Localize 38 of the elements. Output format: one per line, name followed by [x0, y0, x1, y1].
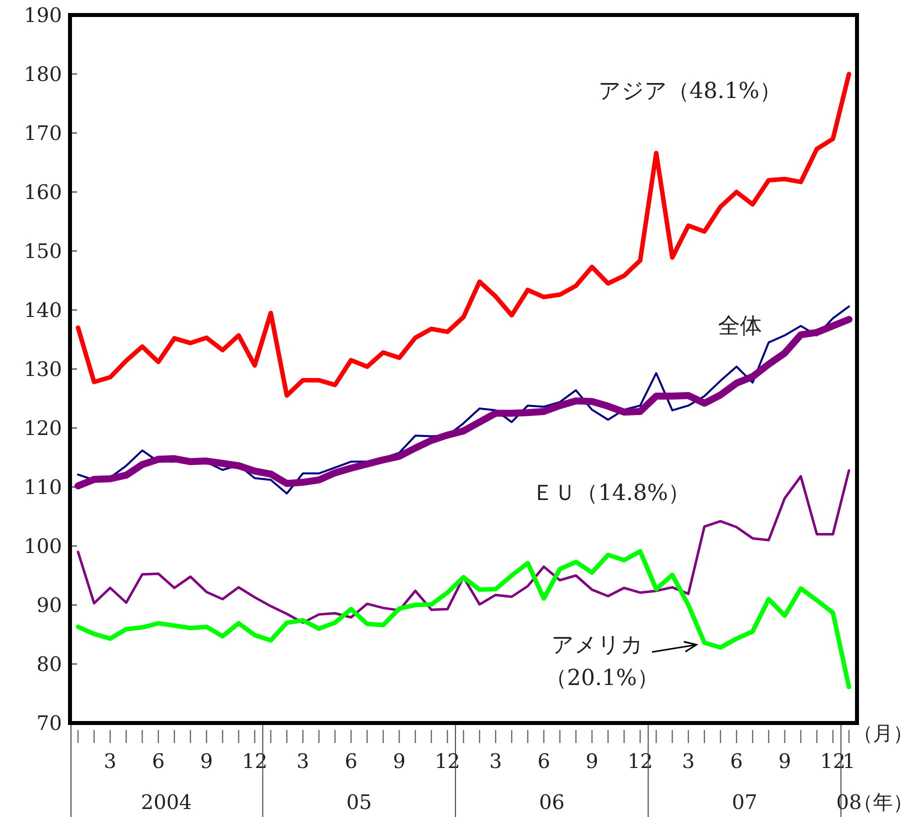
x-tick-label: 9 — [200, 749, 213, 773]
y-tick-label: 80 — [36, 652, 62, 676]
y-tick-label: 170 — [24, 121, 62, 145]
x-tick-label: 6 — [344, 749, 358, 773]
y-tick-label: 160 — [24, 180, 62, 204]
y-tick-label: 140 — [24, 298, 62, 322]
x-tick-label: 9 — [392, 749, 406, 773]
x-tick-label: 6 — [730, 749, 743, 773]
x-axis-title: （月） — [853, 721, 913, 745]
series-label: アメリカ（20.1%） — [545, 632, 659, 693]
x-tick-label: 6 — [152, 749, 165, 773]
text: アジア（48.1%） — [598, 79, 782, 104]
y-tick-label: 190 — [24, 3, 62, 27]
y-tick-label: 120 — [24, 416, 62, 440]
x-tick-label: 3 — [682, 749, 695, 773]
y-tick-label: 70 — [36, 711, 62, 735]
line-series — [76, 72, 852, 398]
y-tick-label: 90 — [36, 593, 62, 617]
x-tick-label: 3 — [104, 749, 117, 773]
x-tick-label: 9 — [778, 749, 792, 773]
text: 07 — [732, 790, 758, 814]
x-tick-label: 1 — [842, 749, 856, 773]
series-label: ＥＵ（14.8%） — [532, 481, 690, 506]
x-tick-label: 9 — [586, 749, 598, 773]
x-tick-label: 6 — [537, 749, 550, 773]
x-tick-label: 3 — [489, 749, 502, 773]
y-tick-label: 100 — [24, 534, 62, 558]
y-tick-label: 180 — [24, 62, 62, 86]
y-tick-label: 150 — [24, 239, 62, 263]
text: 06 — [539, 790, 565, 814]
x-tick-label: 3 — [296, 749, 310, 773]
y-tick-label: 130 — [24, 357, 62, 381]
line-series — [76, 469, 850, 624]
text: 2004 — [140, 790, 192, 814]
line-series — [76, 549, 852, 690]
series-label: 全体 — [718, 314, 762, 339]
text: 05 — [346, 790, 372, 814]
y-tick-label: 110 — [24, 475, 62, 499]
